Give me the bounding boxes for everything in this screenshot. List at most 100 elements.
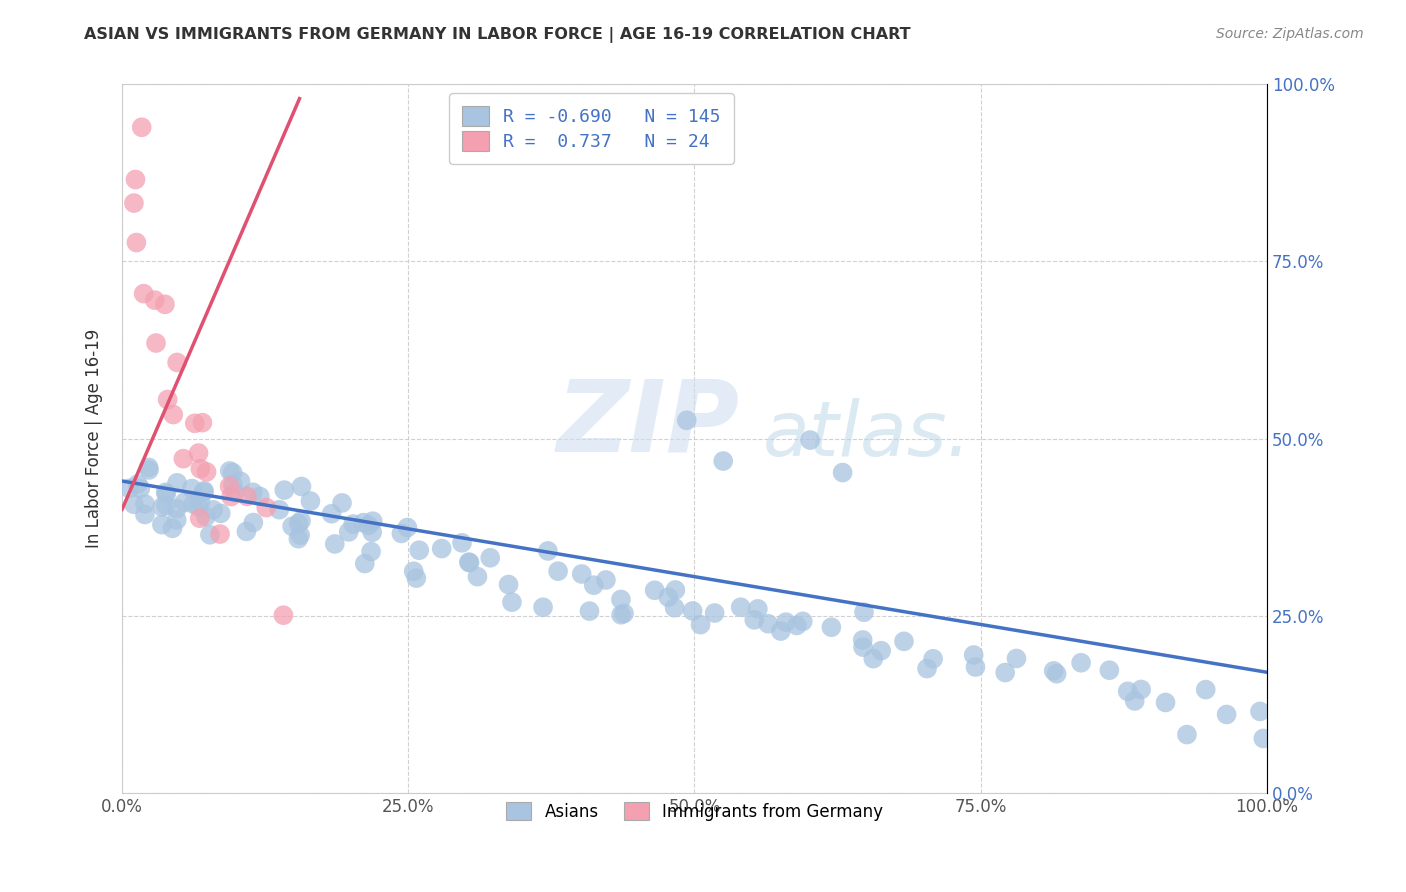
Point (150, 517, 173, 532)
Point (852, 632, 875, 647)
Point (155, 487, 177, 501)
Point (273, 483, 295, 497)
Point (187, 446, 209, 460)
Point (792, 615, 814, 629)
Point (181, 497, 204, 511)
Point (118, 481, 141, 495)
Point (657, 590, 679, 604)
Point (682, 604, 704, 618)
Point (166, 475, 188, 490)
Point (188, 511, 211, 525)
Point (1046, 666, 1069, 681)
Point (242, 516, 264, 530)
Point (451, 536, 474, 550)
Y-axis label: In Labor Force | Age 16-19: In Labor Force | Age 16-19 (86, 329, 103, 549)
Point (831, 466, 853, 480)
Point (143, 293, 166, 308)
Point (218, 479, 240, 493)
Point (1070, 656, 1092, 670)
Point (1123, 694, 1146, 708)
Point (127, 477, 149, 491)
Point (531, 600, 554, 615)
Point (610, 607, 633, 622)
Point (209, 527, 232, 541)
Point (193, 483, 215, 498)
Point (290, 479, 312, 493)
Text: ZIP: ZIP (557, 376, 740, 473)
Point (893, 634, 915, 648)
Point (162, 521, 184, 535)
Point (1195, 682, 1218, 697)
Point (402, 564, 425, 578)
Point (799, 433, 821, 447)
Point (330, 496, 353, 510)
Point (193, 485, 215, 500)
Point (405, 571, 427, 585)
Point (853, 605, 876, 619)
Point (166, 513, 188, 527)
Point (689, 617, 711, 632)
Point (1042, 664, 1064, 678)
Point (595, 573, 617, 587)
Point (222, 466, 245, 480)
Point (172, 451, 194, 466)
Point (122, 497, 145, 511)
Point (156, 392, 179, 407)
Point (342, 517, 364, 532)
Point (1130, 682, 1153, 697)
Point (915, 662, 938, 676)
Point (742, 613, 765, 627)
Point (820, 620, 842, 634)
Point (219, 490, 242, 504)
Point (150, 500, 173, 514)
Point (287, 516, 309, 531)
Point (299, 494, 322, 508)
Point (479, 550, 502, 565)
Point (582, 578, 605, 592)
Point (963, 648, 986, 662)
Point (922, 652, 945, 666)
Point (242, 485, 264, 500)
Point (321, 507, 343, 521)
Point (1098, 663, 1121, 677)
Point (209, 507, 232, 521)
Point (1253, 731, 1275, 746)
Point (571, 566, 593, 581)
Point (166, 355, 188, 369)
Point (730, 600, 752, 615)
Point (1175, 728, 1198, 742)
Point (188, 495, 211, 509)
Point (664, 600, 686, 615)
Point (290, 514, 312, 528)
Text: ASIAN VS IMMIGRANTS FROM GERMANY IN LABOR FORCE | AGE 16-19 CORRELATION CHART: ASIAN VS IMMIGRANTS FROM GERMANY IN LABO… (84, 27, 911, 43)
Point (664, 582, 686, 597)
Point (1154, 696, 1177, 710)
Point (153, 297, 176, 311)
Point (352, 516, 374, 530)
Point (361, 514, 384, 528)
Point (675, 413, 697, 427)
Point (124, 172, 146, 186)
Point (862, 651, 884, 665)
Point (236, 490, 259, 504)
Point (360, 544, 382, 558)
Point (396, 520, 419, 534)
Legend: Asians, Immigrants from Germany: Asians, Immigrants from Germany (492, 789, 896, 834)
Point (323, 537, 346, 551)
Point (1249, 705, 1271, 719)
Point (202, 503, 225, 517)
Point (361, 525, 384, 540)
Point (501, 595, 523, 609)
Point (224, 485, 246, 500)
Point (1116, 684, 1139, 698)
Point (222, 477, 245, 491)
Point (145, 336, 167, 351)
Text: Source: ZipAtlas.com: Source: ZipAtlas.com (1216, 27, 1364, 41)
Point (187, 500, 209, 514)
Point (537, 544, 560, 558)
Point (337, 524, 360, 539)
Point (389, 526, 412, 541)
Point (134, 508, 156, 522)
Point (188, 461, 211, 475)
Text: atlas.: atlas. (763, 398, 972, 472)
